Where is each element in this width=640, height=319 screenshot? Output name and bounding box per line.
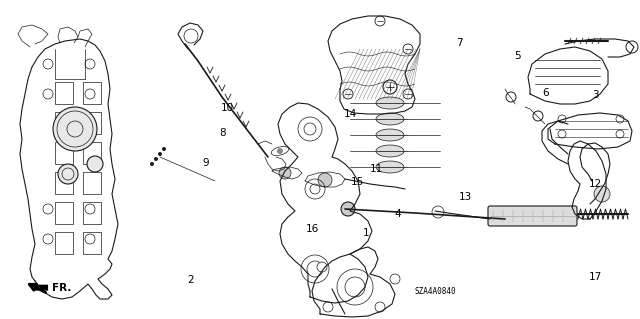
Bar (55, 142, 73, 164)
Circle shape (158, 152, 162, 156)
Text: 7: 7 (456, 38, 463, 48)
Text: 6: 6 (542, 87, 548, 98)
Text: 11: 11 (370, 164, 383, 174)
Bar (83, 202, 101, 224)
Circle shape (375, 302, 385, 312)
Circle shape (533, 111, 543, 121)
Bar (55, 172, 73, 194)
Circle shape (85, 59, 95, 69)
Circle shape (277, 148, 283, 154)
Text: 16: 16 (306, 224, 319, 234)
Circle shape (58, 164, 78, 184)
Bar (83, 172, 101, 194)
Text: 13: 13 (460, 192, 472, 202)
Text: 8: 8 (220, 128, 226, 138)
Text: 15: 15 (351, 177, 364, 188)
Text: 10: 10 (221, 103, 234, 114)
Bar (55, 112, 73, 134)
Circle shape (432, 206, 444, 218)
Circle shape (343, 89, 353, 99)
Bar (83, 232, 101, 254)
Ellipse shape (376, 113, 404, 125)
Text: 5: 5 (514, 51, 520, 61)
Circle shape (150, 162, 154, 166)
Text: 3: 3 (592, 90, 598, 100)
Circle shape (403, 44, 413, 54)
Bar (83, 112, 101, 134)
Bar (83, 142, 101, 164)
Text: 17: 17 (589, 272, 602, 282)
Circle shape (43, 59, 53, 69)
Circle shape (162, 147, 166, 151)
Circle shape (558, 115, 566, 123)
Ellipse shape (376, 145, 404, 157)
Circle shape (594, 186, 610, 202)
Circle shape (558, 130, 566, 138)
Ellipse shape (376, 161, 404, 173)
Circle shape (626, 41, 638, 53)
Circle shape (616, 115, 624, 123)
Text: 4: 4 (395, 209, 401, 219)
Bar (55, 232, 73, 254)
Circle shape (87, 156, 103, 172)
Circle shape (43, 89, 53, 99)
Text: 2: 2 (188, 275, 194, 285)
Circle shape (154, 157, 158, 161)
Circle shape (318, 173, 332, 187)
Circle shape (323, 302, 333, 312)
Circle shape (403, 89, 413, 99)
Circle shape (43, 234, 53, 244)
Circle shape (43, 204, 53, 214)
Text: 12: 12 (589, 179, 602, 189)
Circle shape (616, 130, 624, 138)
Circle shape (317, 262, 327, 272)
Circle shape (390, 274, 400, 284)
Circle shape (85, 204, 95, 214)
Circle shape (85, 89, 95, 99)
Circle shape (341, 202, 355, 216)
Bar (83, 82, 101, 104)
Ellipse shape (376, 97, 404, 109)
Ellipse shape (376, 129, 404, 141)
Text: 1: 1 (363, 228, 369, 238)
Circle shape (506, 92, 516, 102)
Circle shape (53, 107, 97, 151)
Circle shape (375, 16, 385, 26)
Circle shape (279, 167, 291, 179)
Circle shape (85, 234, 95, 244)
Circle shape (383, 80, 397, 94)
Bar (55, 82, 73, 104)
Polygon shape (24, 282, 48, 291)
Text: SZA4A0840: SZA4A0840 (414, 287, 456, 296)
Text: 9: 9 (203, 158, 209, 168)
FancyBboxPatch shape (488, 206, 577, 226)
Bar (55, 202, 73, 224)
Text: FR.: FR. (52, 283, 72, 293)
Text: 14: 14 (344, 109, 357, 119)
